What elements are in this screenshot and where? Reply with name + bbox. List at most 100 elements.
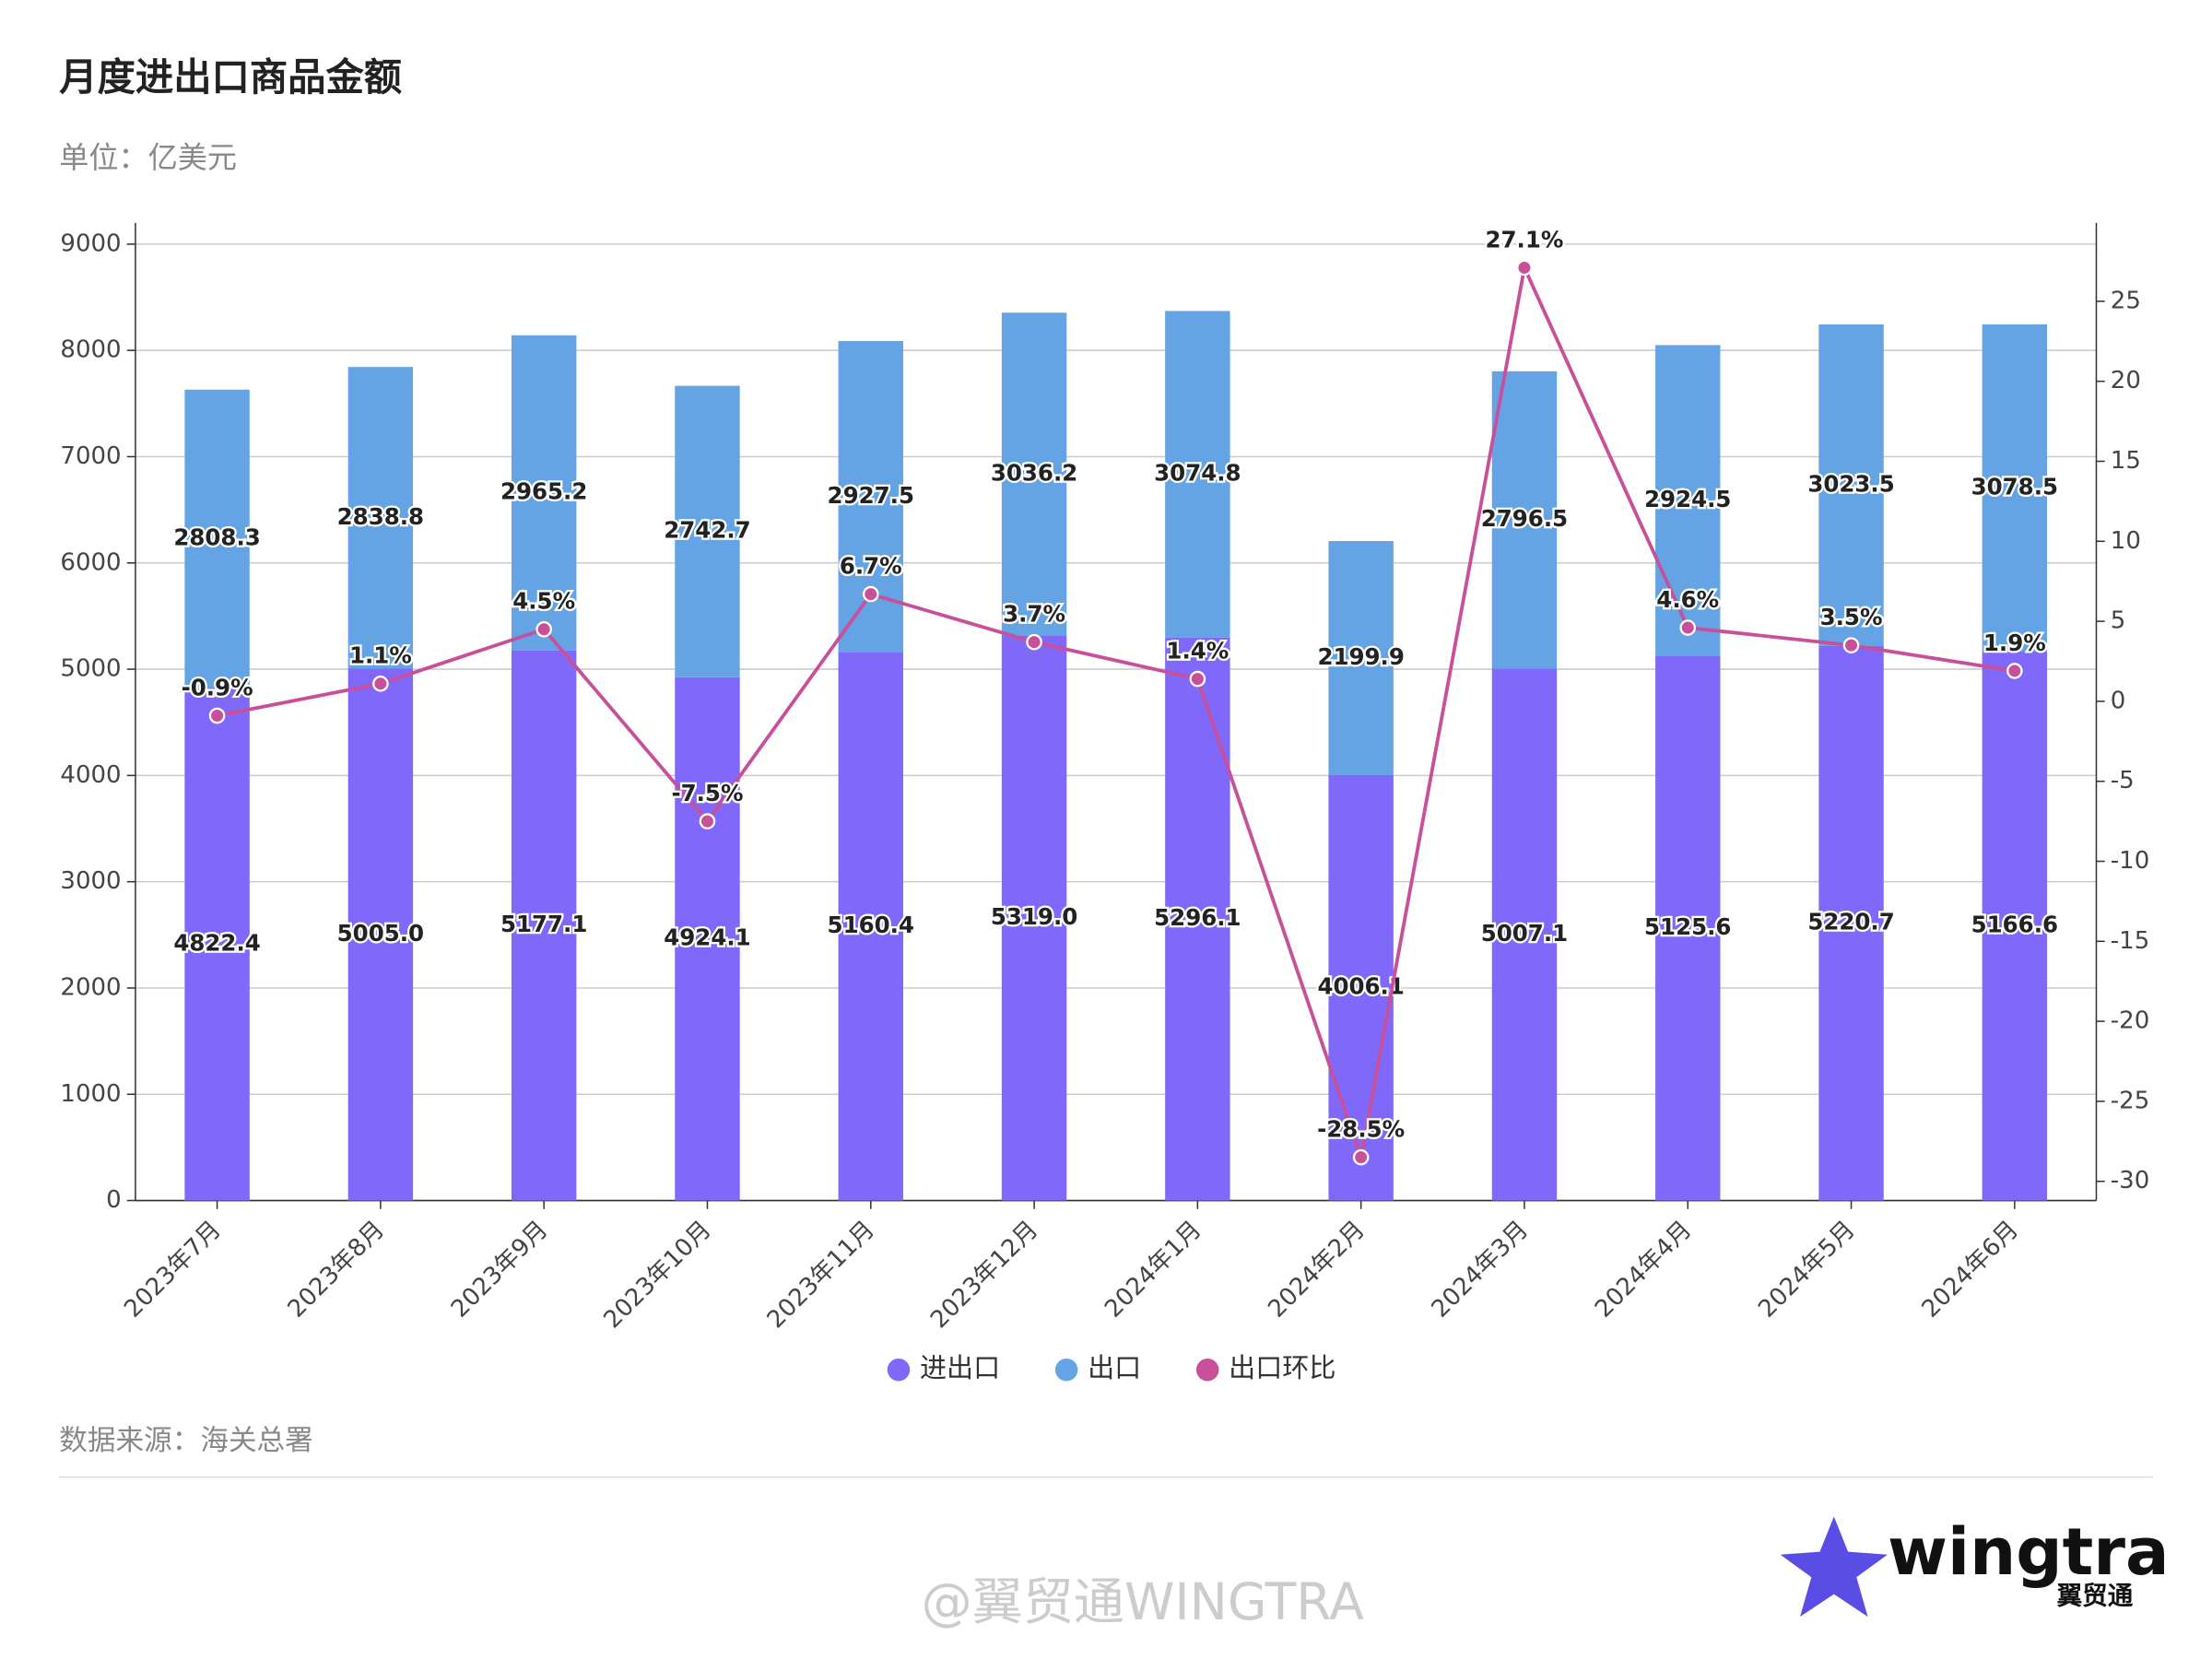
y-tick-label: 9000 [60, 229, 121, 257]
watermark: @翼贸通WINGTRA [922, 1572, 1365, 1631]
bar [1165, 637, 1230, 1201]
data-label: 5160.4 [828, 912, 914, 938]
y-tick-label: 0 [106, 1186, 122, 1214]
data-label: 5125.6 [1644, 913, 1731, 940]
data-label: -28.5% [1317, 1116, 1405, 1143]
bar [1328, 541, 1394, 775]
y-tick-label: 7000 [60, 442, 121, 470]
data-label: 27.1% [1486, 226, 1564, 253]
y2-tick-label: -20 [2111, 1007, 2150, 1035]
point [1026, 633, 1042, 651]
bar [1982, 651, 2048, 1201]
y-tick-label: 2000 [60, 973, 121, 1001]
data-label: 4.6% [1656, 586, 1719, 613]
bar [1655, 655, 1721, 1201]
data-label: 3.5% [1820, 604, 1883, 630]
x-tick-label: 2024年3月 [1427, 1216, 1535, 1324]
source: 数据来源：海关总署 [59, 1425, 312, 1457]
y2-tick-label: -25 [2111, 1087, 2150, 1114]
point [1189, 670, 1206, 688]
bar [184, 688, 250, 1201]
bar [838, 652, 903, 1201]
point [699, 813, 716, 830]
point [372, 676, 389, 692]
legend-marker [887, 1358, 911, 1382]
x-tick-label: 2023年7月 [119, 1216, 227, 1324]
legend-label: 出口环比 [1229, 1352, 1335, 1383]
x-tick-label: 2024年5月 [1753, 1216, 1861, 1324]
data-label: 2924.5 [1644, 486, 1731, 512]
point [1516, 259, 1533, 276]
legend-label: 进出口 [920, 1352, 1000, 1383]
data-label: 5007.1 [1481, 920, 1568, 947]
bar [511, 650, 577, 1201]
legend-marker [1195, 1358, 1219, 1382]
data-label: 4822.4 [173, 930, 260, 957]
logo-text: wingtra [1888, 1514, 2170, 1590]
bar [1001, 635, 1067, 1201]
bar [1165, 311, 1230, 638]
y2-tick-label: -15 [2111, 927, 2150, 955]
data-label: 5005.0 [337, 920, 424, 947]
x-tick-label: 2023年11月 [762, 1216, 880, 1334]
logo-star [1780, 1516, 1888, 1618]
x-tick-label: 2024年4月 [1590, 1216, 1698, 1324]
data-label: 2965.2 [500, 478, 587, 505]
line [217, 262, 2016, 1165]
bar [675, 385, 740, 677]
y-tick-label: 3000 [60, 867, 121, 895]
logo: wingtra 翼贸通 [1780, 1514, 2170, 1618]
y2-tick-label: 5 [2111, 607, 2126, 635]
bar [1818, 645, 1884, 1201]
legend-label: 出口 [1088, 1352, 1141, 1383]
point [208, 707, 226, 724]
point [1842, 637, 1860, 653]
data-label: 2742.7 [664, 517, 750, 544]
data-label: 5166.6 [1971, 912, 2058, 938]
bar [1982, 324, 2048, 652]
y-tick-label: 8000 [60, 336, 121, 364]
data-label: 3023.5 [1807, 470, 1894, 497]
y2-tick-label: 0 [2111, 687, 2126, 714]
bar [511, 335, 577, 651]
x-tick-label: 2024年1月 [1100, 1216, 1207, 1324]
data-label: 1.1% [349, 642, 412, 669]
data-label: 5296.1 [1154, 904, 1241, 931]
plot: 0 1000 2000 3000 4000 5000 6000 7000 8000 9000 -30… [60, 222, 2150, 1383]
logo-sub: 翼贸通 [2057, 1582, 2134, 1611]
y2-tick-label: -10 [2111, 847, 2150, 875]
data-label: 2808.3 [173, 524, 260, 551]
data-label: 4924.1 [664, 924, 750, 951]
chart-subtitle: 单位：亿美元 [59, 140, 237, 175]
legend-marker [1054, 1358, 1078, 1382]
bar [1491, 371, 1558, 669]
data-label: 2838.8 [337, 503, 424, 530]
data-label: 2796.5 [1481, 505, 1568, 532]
y2-tick-label: -30 [2111, 1167, 2150, 1194]
point [2006, 663, 2023, 679]
data-label: 3074.8 [1154, 460, 1241, 487]
y2-tick-label: 10 [2111, 527, 2141, 555]
point [535, 620, 552, 638]
y2-tick-label: 25 [2111, 287, 2141, 314]
data-label: 2927.5 [828, 482, 914, 509]
y2-tick-label: 20 [2111, 367, 2141, 394]
bar [347, 367, 414, 669]
data-label: 4.5% [512, 588, 575, 615]
data-label: 3078.5 [1971, 473, 2058, 500]
x-tick-label: 2023年12月 [925, 1216, 1043, 1334]
y-tick-label: 1000 [60, 1080, 121, 1108]
bar [347, 668, 414, 1201]
data-label: 5319.0 [991, 903, 1077, 930]
data-label: 6.7% [840, 553, 902, 580]
y2-tick-label: 15 [2111, 447, 2141, 475]
data-label: 5220.7 [1807, 909, 1894, 935]
chart-title: 月度进出口商品金额 [59, 55, 402, 100]
data-label: 2199.9 [1317, 643, 1404, 670]
bar [1655, 345, 1721, 656]
data-label: -0.9% [182, 674, 253, 700]
y-tick-label: 4000 [60, 761, 121, 789]
x-tick-label: 2023年9月 [446, 1216, 554, 1324]
x-tick-label: 2023年10月 [598, 1216, 716, 1334]
